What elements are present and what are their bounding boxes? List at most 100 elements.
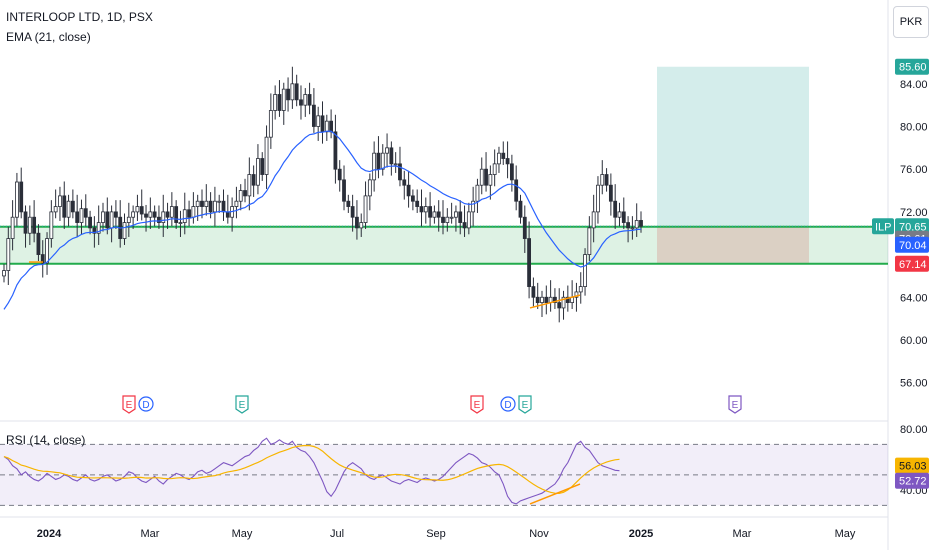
candle-body	[264, 136, 269, 175]
candle-body	[415, 200, 420, 207]
candle-body	[208, 200, 213, 213]
candle-body	[479, 168, 484, 186]
candle-body	[574, 291, 579, 298]
earnings-marker-icon	[470, 395, 484, 414]
time-axis-tick: Mar	[141, 528, 160, 540]
candle-body	[182, 209, 187, 223]
candle-body	[243, 190, 247, 197]
candle-body	[234, 200, 239, 207]
candle-body	[40, 254, 45, 264]
earnings-marker-icon	[122, 395, 136, 414]
time-axis-tick: May	[835, 528, 856, 540]
candle-body	[79, 208, 84, 223]
candle-body	[393, 163, 398, 166]
candle-body	[591, 211, 596, 229]
rsi-label: RSI (14, close)	[6, 433, 85, 447]
dividend-marker-icon	[500, 396, 516, 412]
candle-body	[260, 158, 265, 175]
candle-body	[58, 195, 62, 207]
price-label-badge	[895, 218, 929, 235]
candle-body	[454, 211, 458, 218]
candle-body	[66, 200, 71, 218]
candle-body	[251, 174, 256, 186]
candle-body	[402, 179, 407, 186]
currency-button[interactable]: PKR	[893, 6, 929, 38]
marker-label: E	[522, 400, 529, 411]
marker-label: D	[142, 400, 149, 411]
candle-body	[617, 211, 622, 218]
candle-body	[247, 174, 252, 197]
symbol-title: INTERLOOP LTD, 1D, PSX	[6, 10, 153, 24]
position-target-zone	[657, 66, 809, 227]
candle-body	[174, 206, 179, 223]
marker-label: E	[474, 400, 481, 411]
candle-body	[157, 216, 161, 223]
candle-body	[178, 222, 183, 224]
price-label-badge	[895, 255, 929, 272]
candle-body	[217, 200, 222, 203]
candle-body	[527, 238, 531, 287]
candle-body	[621, 211, 626, 223]
price-label-stop: 67.14	[899, 259, 927, 271]
candle-body	[144, 213, 148, 218]
candle-body	[475, 184, 480, 202]
candle-body	[441, 216, 445, 223]
candle-body	[587, 227, 592, 255]
candle-body	[191, 206, 196, 218]
candle-body	[88, 216, 92, 229]
candle-body	[436, 211, 441, 218]
candle-body	[277, 94, 282, 111]
time-axis-tick: Mar	[733, 528, 752, 540]
marker-label: E	[126, 400, 133, 411]
candle-body	[139, 206, 144, 215]
candle-body	[316, 115, 321, 127]
candle-body	[350, 206, 355, 218]
candle-body	[200, 200, 204, 207]
candle-body	[281, 88, 286, 111]
candle-body	[398, 163, 402, 181]
candle-body	[600, 174, 605, 186]
time-axis-tick: May	[232, 528, 253, 540]
candle-body	[101, 211, 105, 223]
time-axis-tick: 2024	[37, 528, 62, 540]
time-axis-tick: Nov	[529, 528, 549, 540]
candle-body	[634, 220, 639, 229]
candle-body	[148, 211, 153, 218]
earnings-marker-icon	[518, 395, 532, 414]
candle-body	[49, 211, 54, 239]
candle-body	[583, 254, 587, 287]
candle-body	[311, 104, 316, 127]
candle-body	[212, 200, 217, 213]
support-zone	[0, 226, 888, 264]
candle-body	[419, 206, 424, 213]
candle-body	[2, 270, 6, 277]
candle-body	[626, 222, 630, 229]
earnings-marker-icon	[728, 395, 742, 414]
candle-body	[639, 220, 643, 227]
candle-body	[268, 110, 273, 138]
candle-body	[342, 179, 346, 202]
candle-body	[286, 88, 290, 101]
candle-body	[630, 227, 635, 230]
candle-body	[544, 296, 549, 304]
candle-body	[561, 296, 566, 309]
candle-body	[161, 211, 166, 223]
price-axis-tick: 84.00	[900, 79, 928, 91]
candle-body	[492, 163, 497, 175]
ema-indicator-label[interactable]: EMA (21, close)	[6, 30, 91, 44]
candle-body	[363, 195, 368, 223]
candle-body	[522, 216, 527, 239]
position-stop-zone	[657, 226, 809, 264]
candle-body	[45, 238, 49, 264]
candle-body	[290, 83, 295, 101]
candle-body	[376, 152, 381, 170]
candle-body	[105, 211, 110, 229]
candle-body	[380, 152, 385, 170]
candle-body	[355, 216, 359, 229]
candle-body	[324, 120, 329, 133]
price-label-badge	[895, 236, 929, 253]
candle-body	[509, 163, 514, 181]
candle-body	[70, 200, 75, 213]
